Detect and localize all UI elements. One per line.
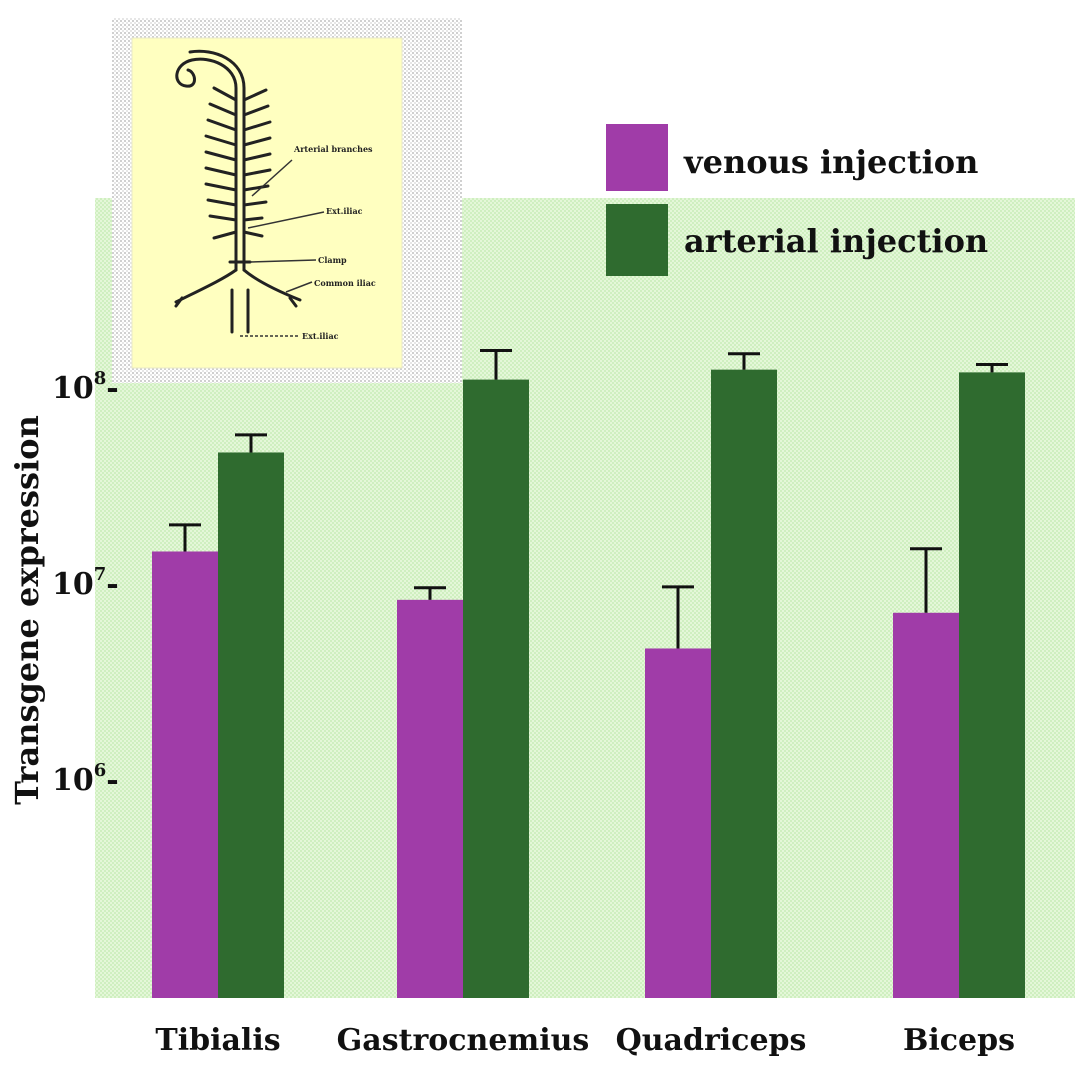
bar-venous-gastrocnemius <box>397 599 463 998</box>
x-tick-label-biceps: Biceps <box>903 1023 1015 1058</box>
x-tick-label-gastrocnemius: Gastrocnemius <box>337 1023 590 1058</box>
legend-label-arterial: arterial injection <box>684 222 988 260</box>
y-tick-label-7: 107- <box>52 564 119 602</box>
sketch-label-5: Ext.iliac <box>302 331 339 341</box>
bar-venous-quadriceps <box>645 648 711 998</box>
y-tick-label-6: 106- <box>52 760 119 798</box>
bar-venous-biceps <box>893 612 959 998</box>
legend-swatch-venous <box>606 124 668 191</box>
x-tick-label-tibialis: Tibialis <box>155 1023 280 1058</box>
y-tick-label-8: 108- <box>52 368 119 406</box>
sketch-label-4: Common iliac <box>314 278 376 288</box>
y-axis-label: Transgene expression <box>8 415 46 805</box>
bar-arterial-biceps <box>959 372 1025 998</box>
sketch-label-3: Clamp <box>318 255 347 265</box>
inset-diagram: Arterial branches Ext.iliac Clamp Common… <box>112 18 462 383</box>
x-tick-label-quadriceps: Quadriceps <box>616 1023 807 1058</box>
sketch-labels: Arterial branches Ext.iliac Clamp Common… <box>293 144 376 341</box>
sketch-leaders <box>240 159 325 337</box>
bar-arterial-tibialis <box>218 452 284 999</box>
bar-venous-tibialis <box>152 551 218 998</box>
legend: venous injection arterial injection <box>606 124 988 276</box>
legend-swatch-arterial <box>606 204 668 276</box>
vessel-sketch <box>174 49 302 334</box>
bar-arterial-quadriceps <box>711 369 777 998</box>
sketch-label-1: Arterial branches <box>293 144 373 154</box>
sketch-label-2: Ext.iliac <box>326 206 363 216</box>
legend-label-venous: venous injection <box>683 143 978 181</box>
bar-arterial-gastrocnemius <box>463 379 529 998</box>
